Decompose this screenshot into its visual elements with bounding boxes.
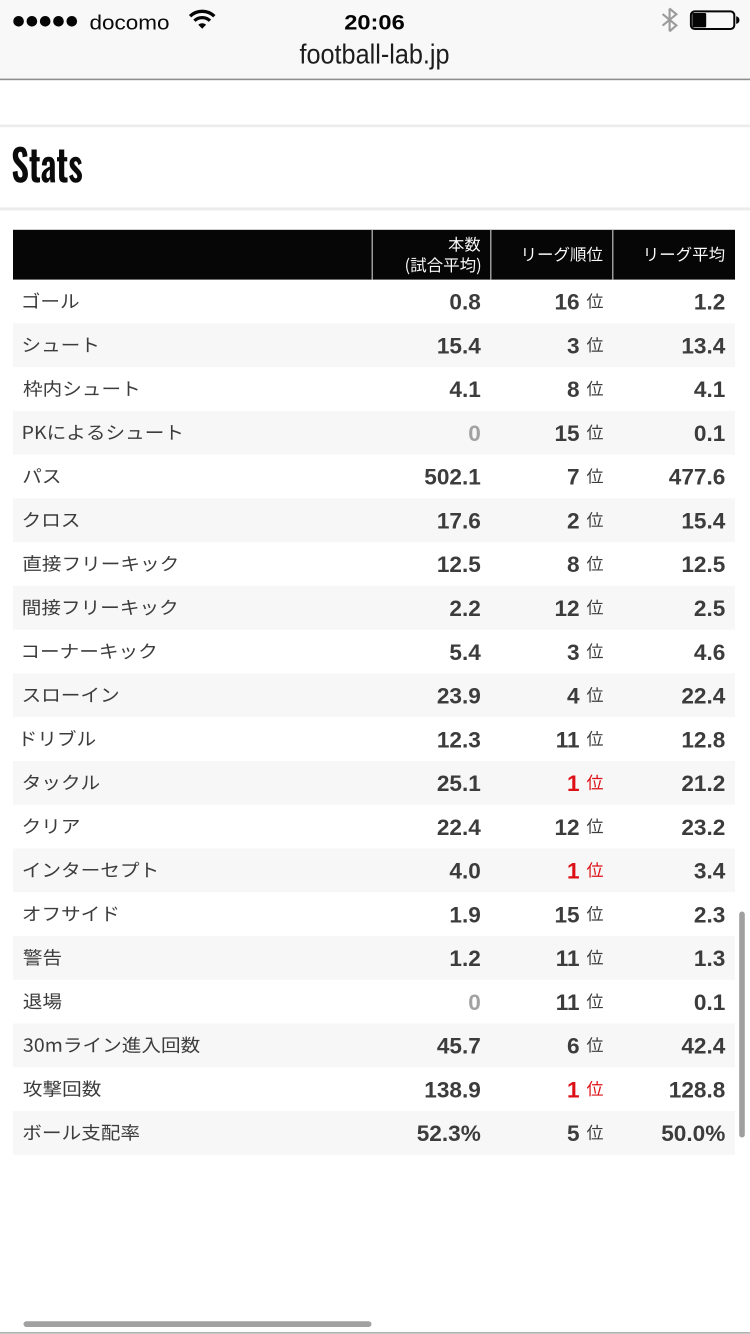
svg-text:20:06: 20:06	[344, 11, 405, 34]
svg-text:12.3: 12.3	[437, 727, 481, 752]
svg-text:21.2: 21.2	[681, 771, 725, 796]
svg-text:15.4: 15.4	[681, 508, 725, 533]
svg-text:13.4: 13.4	[681, 333, 725, 358]
svg-text:42.4: 42.4	[681, 1034, 725, 1059]
svg-text:2.2: 2.2	[449, 596, 480, 621]
svg-text:50.0%: 50.0%	[661, 1121, 725, 1146]
svg-text:138.9: 138.9	[424, 1077, 481, 1102]
svg-text:2: 2	[567, 508, 580, 533]
svg-text:4.0: 4.0	[449, 859, 480, 884]
svg-text:52.3%: 52.3%	[417, 1121, 481, 1146]
svg-text:16: 16	[554, 290, 579, 315]
svg-text:12: 12	[554, 815, 579, 840]
svg-text:0.8: 0.8	[449, 290, 480, 315]
svg-text:25.1: 25.1	[437, 771, 481, 796]
svg-text:0.1: 0.1	[694, 990, 725, 1015]
svg-text:3: 3	[567, 333, 580, 358]
svg-text:477.6: 477.6	[669, 465, 726, 490]
svg-text:12.5: 12.5	[681, 552, 725, 577]
svg-text:0: 0	[468, 990, 481, 1015]
svg-text:3.4: 3.4	[694, 859, 726, 884]
svg-text:1: 1	[567, 771, 580, 796]
svg-text:4.6: 4.6	[694, 640, 725, 665]
svg-text:4: 4	[567, 684, 580, 709]
svg-text:8: 8	[567, 552, 580, 577]
svg-text:15.4: 15.4	[437, 333, 481, 358]
svg-text:11: 11	[556, 990, 580, 1015]
svg-text:15: 15	[554, 421, 579, 446]
svg-text:12.8: 12.8	[681, 727, 725, 752]
svg-text:0.1: 0.1	[694, 421, 725, 446]
svg-text:17.6: 17.6	[437, 508, 481, 533]
svg-text:12: 12	[554, 596, 579, 621]
svg-text:5: 5	[567, 1121, 580, 1146]
svg-text:1: 1	[567, 1077, 580, 1102]
svg-text:502.1: 502.1	[424, 465, 481, 490]
svg-text:45.7: 45.7	[437, 1034, 481, 1059]
svg-text:1: 1	[567, 859, 580, 884]
svg-text:22.4: 22.4	[681, 684, 725, 709]
svg-text:6: 6	[567, 1034, 580, 1059]
svg-text:3: 3	[567, 640, 580, 665]
svg-text:128.8: 128.8	[669, 1077, 726, 1102]
svg-text:11: 11	[556, 946, 580, 971]
svg-text:4.1: 4.1	[694, 377, 725, 402]
svg-text:football-lab.jp: football-lab.jp	[300, 37, 450, 69]
svg-text:docomo: docomo	[90, 11, 170, 34]
svg-text:5.4: 5.4	[449, 640, 481, 665]
svg-text:15: 15	[554, 902, 579, 927]
svg-text:22.4: 22.4	[437, 815, 481, 840]
svg-text:23.2: 23.2	[681, 815, 725, 840]
svg-text:1.2: 1.2	[694, 290, 725, 315]
svg-text:7: 7	[567, 465, 580, 490]
svg-text:8: 8	[567, 377, 580, 402]
svg-text:11: 11	[556, 727, 580, 752]
svg-text:2.3: 2.3	[694, 902, 725, 927]
svg-text:1.2: 1.2	[449, 946, 480, 971]
svg-text:23.9: 23.9	[437, 684, 481, 709]
svg-text:12.5: 12.5	[437, 552, 481, 577]
svg-text:1.9: 1.9	[449, 902, 480, 927]
svg-text:1.3: 1.3	[694, 946, 725, 971]
svg-text:2.5: 2.5	[694, 596, 725, 621]
svg-text:4.1: 4.1	[449, 377, 480, 402]
svg-text:0: 0	[468, 421, 481, 446]
